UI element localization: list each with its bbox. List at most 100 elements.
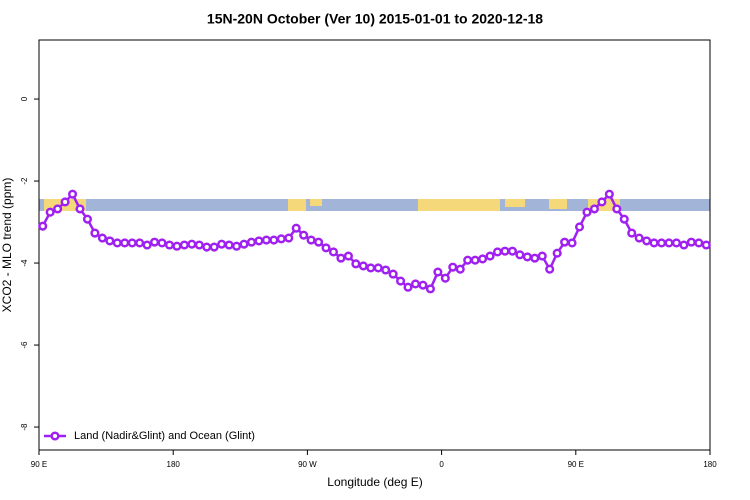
- data-point: [150, 237, 160, 247]
- legend-marker: [50, 431, 60, 441]
- data-point: [537, 251, 547, 261]
- data-point: [470, 255, 480, 265]
- data-point: [463, 255, 473, 265]
- chart-title: 15N-20N October (Ver 10) 2015-01-01 to 2…: [207, 11, 543, 27]
- data-point: [664, 238, 674, 248]
- land-ocean-strip: [39, 199, 710, 211]
- data-point: [232, 241, 242, 251]
- y-tick-label: -8: [20, 423, 29, 431]
- data-point: [627, 228, 637, 238]
- data-point: [358, 261, 368, 271]
- data-point: [701, 240, 711, 250]
- data-point: [373, 263, 383, 273]
- data-point: [60, 197, 70, 207]
- data-point: [336, 253, 346, 263]
- data-point: [694, 238, 704, 248]
- data-point: [142, 240, 152, 250]
- data-point: [239, 239, 249, 249]
- data-point: [515, 250, 525, 260]
- data-point: [455, 264, 465, 274]
- data-point: [105, 236, 115, 246]
- data-point: [217, 239, 227, 249]
- x-tick-label: 90 E: [31, 460, 47, 469]
- data-point: [574, 222, 585, 232]
- x-tick-label: 180: [167, 460, 181, 469]
- data-point: [492, 247, 503, 257]
- data-point: [269, 235, 279, 245]
- data-point: [179, 240, 189, 250]
- data-point: [582, 207, 592, 217]
- data-point: [522, 252, 532, 262]
- data-point: [328, 247, 339, 257]
- data-point: [478, 254, 488, 264]
- data-point: [299, 230, 309, 240]
- data-point: [321, 243, 331, 253]
- data-point: [507, 246, 517, 256]
- data-point: [172, 241, 182, 251]
- data-point: [366, 263, 376, 273]
- data-point: [306, 235, 316, 245]
- data-point: [642, 236, 652, 246]
- data-point: [120, 238, 130, 248]
- data-point: [604, 189, 614, 199]
- data-point: [202, 242, 212, 252]
- data-point: [82, 214, 93, 224]
- data-point: [403, 282, 413, 292]
- data-point: [597, 197, 607, 207]
- data-point: [418, 280, 428, 290]
- y-tick-label: -6: [20, 341, 29, 349]
- data-point: [164, 240, 175, 250]
- data-point: [97, 233, 107, 243]
- data-point: [545, 264, 555, 274]
- y-tick-label: 0: [20, 96, 29, 101]
- data-point: [127, 238, 137, 248]
- data-point: [686, 237, 696, 247]
- data-point: [284, 233, 294, 243]
- data-point: [433, 267, 443, 277]
- x-axis-label: Longitude (deg E): [327, 475, 422, 489]
- data-point: [187, 239, 197, 249]
- data-point: [90, 228, 100, 238]
- data-point: [396, 276, 406, 286]
- data-point: [552, 248, 562, 258]
- data-point: [485, 251, 495, 261]
- data-point: [649, 238, 659, 248]
- data-point: [351, 259, 361, 269]
- data-point: [425, 284, 435, 294]
- data-point: [388, 269, 398, 279]
- data-point: [246, 237, 257, 247]
- x-tick-label: 90 W: [298, 460, 317, 469]
- y-tick-label: -4: [20, 259, 29, 267]
- data-point: [75, 204, 85, 214]
- data-point: [314, 237, 324, 247]
- data-point: [440, 273, 450, 283]
- data-point: [634, 233, 644, 243]
- data-point: [656, 238, 667, 248]
- data-point: [53, 204, 63, 214]
- data-point: [381, 265, 391, 275]
- y-tick-label: -2: [20, 177, 29, 185]
- data-point: [135, 238, 145, 248]
- data-point: [194, 240, 204, 250]
- y-axis-label: XCO2 - MLO trend (ppm): [0, 178, 14, 313]
- data-point: [261, 235, 271, 245]
- data-point: [612, 204, 622, 214]
- data-point: [567, 238, 577, 248]
- data-point: [448, 262, 458, 272]
- data-point: [589, 204, 599, 214]
- data-point: [112, 238, 122, 248]
- x-tick-label: 0: [439, 460, 444, 469]
- data-point: [291, 223, 301, 233]
- data-point: [679, 240, 689, 250]
- data-point: [254, 236, 264, 246]
- data-point: [343, 251, 353, 261]
- data-point: [671, 238, 682, 248]
- data-point: [530, 253, 540, 263]
- data-point: [157, 238, 167, 248]
- data-point: [38, 221, 48, 231]
- data-point: [500, 246, 510, 256]
- data-point: [560, 237, 570, 247]
- data-point: [68, 189, 78, 199]
- data-point: [410, 279, 421, 289]
